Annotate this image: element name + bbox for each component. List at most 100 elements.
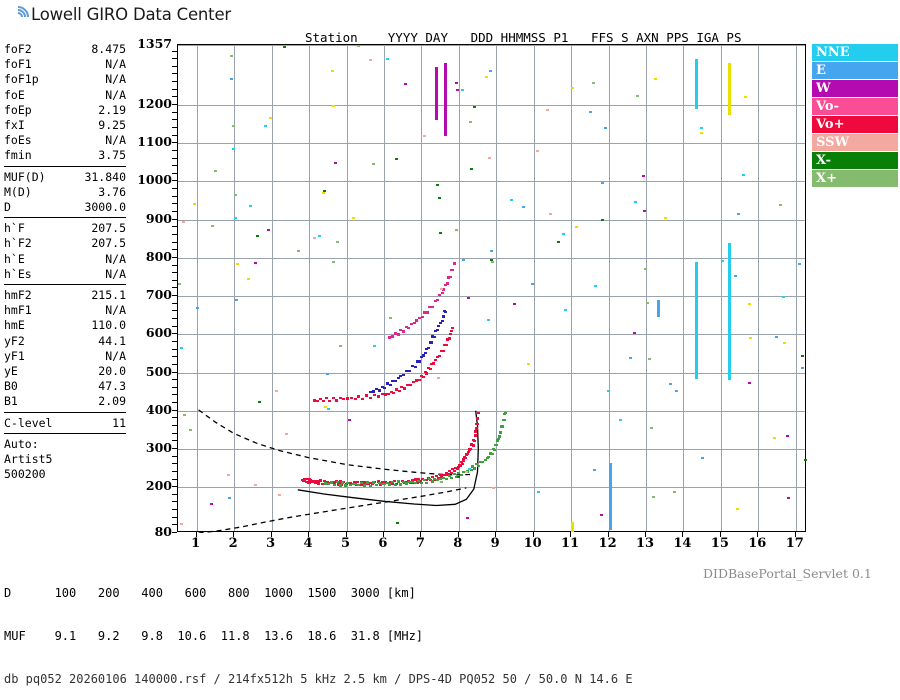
auto-scaler-line: 500200 bbox=[4, 467, 46, 482]
data-point bbox=[485, 456, 489, 460]
interference-streak bbox=[694, 59, 698, 109]
data-point bbox=[418, 360, 422, 363]
x-axis-label: 13 bbox=[635, 536, 655, 551]
parameter-row: fxI 9.25 bbox=[4, 118, 126, 133]
data-point bbox=[393, 332, 397, 335]
data-point bbox=[444, 310, 448, 314]
noise-speckle bbox=[513, 302, 516, 305]
noise-speckle bbox=[664, 216, 668, 219]
y-axis-minor-tick bbox=[172, 73, 177, 75]
legend-item-e[interactable]: E bbox=[812, 62, 898, 80]
legend-item-x[interactable]: X+ bbox=[812, 170, 898, 188]
legend-item-vo[interactable]: Vo+ bbox=[812, 116, 898, 134]
legend-item-w[interactable]: W bbox=[812, 80, 898, 98]
giro-wifi-logo-icon bbox=[2, 1, 34, 33]
parameter-row: hmF2 215.1 bbox=[4, 288, 126, 303]
noise-speckle bbox=[454, 81, 458, 84]
noise-speckle bbox=[748, 337, 752, 340]
data-point bbox=[492, 448, 496, 452]
data-point bbox=[408, 481, 412, 484]
data-point bbox=[414, 481, 418, 484]
noise-speckle bbox=[491, 487, 495, 490]
data-point bbox=[357, 483, 361, 487]
data-point bbox=[487, 456, 491, 459]
parameter-value: N/A bbox=[105, 266, 126, 281]
ionogram-plot-canvas[interactable] bbox=[178, 45, 807, 533]
noise-speckle bbox=[183, 414, 187, 417]
data-point bbox=[444, 473, 447, 477]
noise-speckle bbox=[509, 198, 513, 201]
noise-speckle bbox=[326, 407, 330, 410]
data-point bbox=[425, 481, 429, 484]
data-point bbox=[312, 399, 316, 402]
noise-speckle bbox=[180, 522, 184, 525]
parameter-key: foF1 bbox=[4, 57, 32, 72]
gridline-vertical bbox=[533, 45, 535, 531]
data-point bbox=[435, 355, 439, 359]
y-axis-minor-tick bbox=[172, 104, 177, 105]
data-point bbox=[324, 482, 327, 485]
noise-speckle bbox=[641, 175, 645, 178]
y-axis-labels: 80 200 300 400 500 600 700 800 900 1000 1100 1200 13… bbox=[128, 0, 172, 600]
y-axis-minor-tick bbox=[172, 218, 177, 220]
noise-speckle bbox=[744, 96, 748, 99]
parameter-value: 31.840 bbox=[84, 169, 126, 184]
noise-speckle bbox=[210, 225, 214, 228]
brand-title: Lowell GIRO Data Center bbox=[31, 4, 231, 24]
noise-speckle bbox=[469, 121, 473, 124]
noise-speckle bbox=[440, 481, 444, 484]
data-point bbox=[474, 428, 478, 431]
y-axis-minor-tick bbox=[172, 111, 177, 113]
noise-speckle bbox=[234, 217, 238, 220]
data-point bbox=[363, 481, 366, 484]
parameter-row: h`F2 207.5 bbox=[4, 236, 126, 251]
y-axis-minor-tick bbox=[172, 180, 177, 182]
noise-speckle bbox=[321, 192, 325, 195]
parameter-key: D bbox=[4, 200, 11, 215]
y-axis-label: 300 bbox=[145, 439, 172, 455]
data-point bbox=[331, 480, 335, 484]
data-point bbox=[434, 474, 438, 478]
x-axis-tick bbox=[345, 532, 347, 537]
noise-speckle bbox=[227, 473, 231, 476]
legend-item-vo[interactable]: Vo- bbox=[812, 98, 898, 116]
noise-speckle bbox=[351, 217, 355, 220]
noise-speckle bbox=[801, 366, 804, 369]
gridline-horizontal bbox=[178, 296, 805, 298]
legend-item-nne[interactable]: NNE bbox=[812, 44, 898, 62]
noise-speckle bbox=[372, 163, 376, 166]
interference-streak bbox=[434, 66, 438, 121]
ionogram-plot[interactable] bbox=[177, 44, 807, 533]
noise-speckle bbox=[787, 497, 791, 500]
noise-speckle bbox=[600, 182, 604, 184]
parameter-group: MUF(D) 31.840 M(D) 3.76 D 3000.0 bbox=[4, 170, 126, 219]
noise-speckle bbox=[436, 183, 440, 186]
data-point bbox=[380, 393, 384, 396]
parameter-key: h`F2 bbox=[4, 236, 32, 251]
noise-speckle bbox=[285, 433, 288, 436]
y-axis-minor-tick bbox=[172, 524, 177, 526]
data-point bbox=[421, 354, 425, 357]
data-point bbox=[361, 397, 365, 401]
noise-speckle bbox=[422, 134, 426, 137]
parameter-group: hmF2 215.1 hmF1 N/A hmE 110.0 yF2 44.1 yF1 N/A yE 2… bbox=[4, 288, 126, 413]
parameter-row: h`Es N/A bbox=[4, 267, 126, 282]
x-axis-label: 17 bbox=[785, 536, 804, 551]
data-point bbox=[451, 268, 455, 271]
y-axis-minor-tick bbox=[172, 363, 177, 365]
data-point bbox=[430, 475, 434, 479]
data-point bbox=[479, 460, 483, 463]
gridline-vertical bbox=[720, 45, 722, 531]
data-point bbox=[387, 336, 391, 339]
parameter-group: h`F 207.5 h`F2 207.5 h`E N/A h`Es N/A bbox=[4, 221, 126, 286]
data-point bbox=[386, 382, 390, 385]
data-point bbox=[330, 481, 333, 484]
legend-item-ssw[interactable]: SSW bbox=[812, 134, 898, 152]
y-axis-label: 80 bbox=[154, 524, 172, 539]
legend-item-x[interactable]: X- bbox=[812, 152, 898, 170]
data-point bbox=[377, 482, 381, 485]
ionogram-parameter-panel: foF2 8.475 foF1 N/A foF1p N/A foE N/A foEp 2.19 fx… bbox=[4, 42, 126, 482]
y-axis-label: 700 bbox=[145, 287, 172, 303]
noise-speckle bbox=[331, 261, 335, 264]
parameter-row: fmin 3.75 bbox=[4, 148, 126, 163]
